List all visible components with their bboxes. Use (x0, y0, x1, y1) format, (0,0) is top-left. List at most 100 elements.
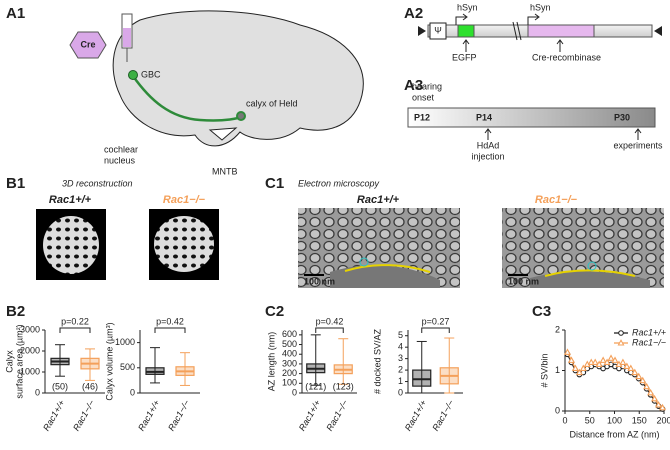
itr (418, 26, 426, 36)
x-tick-label: Rac1−/− (166, 398, 192, 432)
y-tick-label: 3 (398, 353, 403, 363)
y-tick-label: 0 (555, 405, 560, 415)
y-tick-label: 0 (130, 387, 135, 397)
annotation: p=0.42 (316, 316, 344, 326)
point (607, 354, 615, 361)
y-tick-label: 1 (398, 376, 403, 386)
x-tick-label: 100 (607, 415, 622, 425)
point (655, 400, 663, 408)
y-tick-label: 600 (282, 329, 297, 339)
sig-bracket (154, 327, 186, 333)
psi-label: Ψ (434, 25, 442, 35)
point (658, 403, 667, 411)
pointer (462, 39, 470, 52)
point (611, 356, 619, 363)
point (635, 372, 643, 380)
x-axis-label: Distance from AZ (nm) (569, 429, 659, 439)
x-tick-label: Rac1−/− (71, 398, 97, 432)
x-tick-label: Rac1−/− (430, 398, 456, 432)
brainstem-slice (112, 10, 364, 147)
y-tick-label: 100 (282, 378, 297, 388)
n-label: (50) (52, 381, 68, 391)
annotation: experiments (613, 140, 663, 150)
calyx-terminal (236, 111, 246, 121)
panel-title: 3D reconstruction (62, 178, 133, 188)
n-label: (123) (333, 381, 354, 391)
break (512, 21, 518, 41)
mntb-marker (208, 127, 238, 141)
y-axis-label: AZ length (nm) (266, 332, 276, 392)
sig-bracket (421, 327, 450, 333)
y-axis-label: # docked SV/AZ (372, 328, 382, 394)
y-tick-label: 300 (282, 358, 297, 368)
promoter-label: hSyn (530, 2, 551, 12)
point (627, 364, 635, 372)
panel-label: A2 (404, 5, 423, 22)
box (412, 369, 432, 387)
age-bar (407, 107, 656, 128)
x-tick-label: Rac1+/+ (41, 398, 67, 432)
x-tick-label: Rac1+/+ (297, 398, 323, 432)
sig-bracket (315, 327, 344, 333)
annotation: nucleus (104, 155, 136, 165)
point (563, 348, 571, 355)
x-tick-label: 50 (585, 415, 595, 425)
y-axis-label: Calyx volume (µm³) (104, 322, 114, 400)
age-label: P30 (614, 112, 630, 122)
point (571, 364, 579, 372)
y-tick-label: 500 (282, 339, 297, 349)
point (631, 368, 639, 376)
panel-label: C3 (532, 303, 551, 320)
docked-sv (359, 257, 369, 267)
annotation: cochlear (104, 144, 138, 154)
promoter-arrow (455, 13, 468, 25)
promoter-arrow (527, 13, 540, 25)
point (651, 394, 659, 402)
genotype: Rac1−/− (163, 194, 206, 206)
x-tick-label: 0 (562, 415, 567, 425)
y-tick-label: 1000 (20, 366, 40, 376)
point (643, 382, 651, 390)
x-tick-label: Rac1+/+ (136, 398, 162, 432)
y-tick-label: 2 (555, 324, 560, 334)
scale-label: 100 nm (304, 276, 335, 286)
cre-gene (527, 24, 595, 38)
annotation: injection (471, 151, 504, 161)
scale-label: 100 nm (508, 276, 539, 286)
point (639, 376, 647, 384)
y-tick-label: 5 (398, 330, 403, 340)
axon (131, 75, 245, 122)
y-axis-label: # SV/bin (539, 353, 549, 387)
panel-label: C2 (265, 303, 284, 320)
docked-sv (587, 261, 597, 271)
psi-box (429, 22, 447, 40)
y-tick-label: 1 (555, 365, 560, 375)
y-tick-label: 400 (282, 349, 297, 359)
break (516, 21, 522, 41)
panel-label: B1 (6, 175, 25, 192)
az-trace (544, 269, 636, 277)
promoter-label: hSyn (457, 2, 478, 12)
annotation: p=0.27 (422, 316, 450, 326)
x-tick-label: Rac1−/− (324, 398, 350, 432)
postsynaptic (330, 265, 440, 288)
sig-bracket (59, 327, 91, 333)
n-label: (121) (305, 381, 326, 391)
calyx-3d (43, 216, 99, 274)
itr (654, 26, 662, 36)
pointer (484, 128, 492, 140)
age-label: P14 (476, 112, 492, 122)
point (567, 356, 575, 363)
y-tick-label: 0 (35, 387, 40, 397)
genotype: Rac1+/+ (357, 194, 400, 206)
legend-label: Rac1−/− (632, 337, 666, 347)
legend-marker (618, 330, 624, 336)
egfp-gene (457, 24, 475, 38)
point (575, 368, 583, 376)
point (579, 364, 587, 372)
point (587, 358, 595, 365)
gbc-cell (128, 70, 138, 80)
point (619, 358, 627, 365)
point (623, 362, 631, 370)
